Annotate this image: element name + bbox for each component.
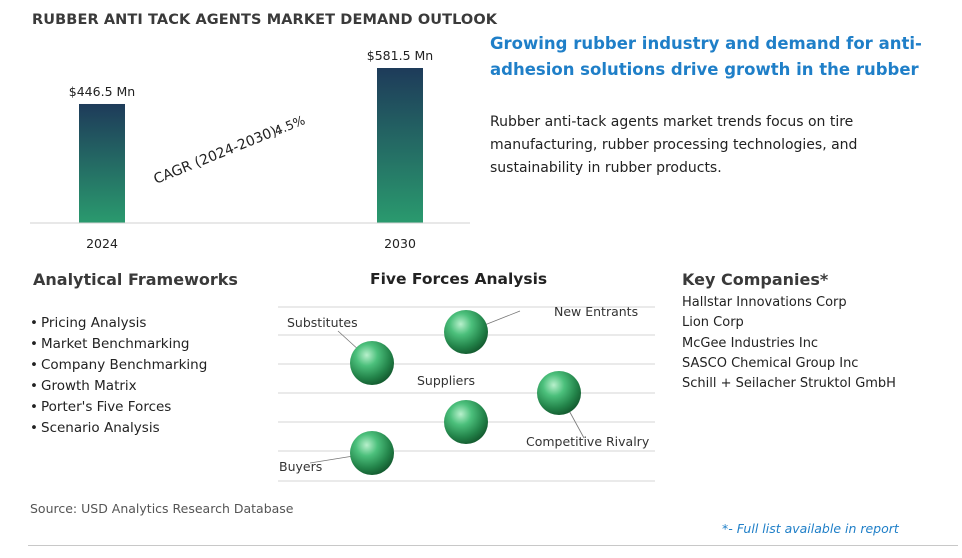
new-entrants-sphere-icon	[444, 310, 488, 354]
company-item: SASCO Chemical Group Inc	[682, 355, 859, 371]
bar-value-label: $581.5 Mn	[367, 48, 433, 63]
bullet-icon: •	[30, 420, 38, 436]
analytical-frameworks-list: • Pricing Analysis • Market Benchmarking •…	[30, 313, 207, 439]
bar-2030	[377, 68, 423, 223]
analytical-frameworks-title: Analytical Frameworks	[33, 270, 238, 289]
framework-label: Market Benchmarking	[41, 336, 190, 352]
bullet-icon: •	[30, 336, 38, 352]
substitutes-sphere-icon	[350, 341, 394, 385]
framework-label: Company Benchmarking	[41, 357, 208, 373]
suppliers-sphere-icon	[444, 400, 488, 444]
x-tick-label: 2024	[86, 236, 118, 251]
company-item: Hallstar Innovations Corp	[682, 295, 847, 310]
bullet-icon: •	[30, 399, 38, 415]
bullet-icon: •	[30, 378, 38, 394]
framework-label: Growth Matrix	[41, 378, 137, 394]
force-label-new-entrants: New Entrants	[554, 304, 638, 319]
footnote: *- Full list available in report	[722, 521, 899, 536]
company-item: Schill + Seilacher Struktol GmbH	[682, 376, 896, 392]
force-label-competitive-rivalry: Competitive Rivalry	[526, 434, 650, 449]
list-item: • Market Benchmarking	[30, 334, 207, 355]
framework-label: Scenario Analysis	[41, 420, 160, 436]
bar-value-label: $446.5 Mn	[69, 84, 135, 99]
source-note: Source: USD Analytics Research Database	[30, 501, 294, 516]
headline: Growing rubber industry and demand for a…	[490, 34, 922, 79]
key-companies-list: Hallstar Innovations Corp Lion Corp McGe…	[682, 293, 896, 394]
company-item: McGee Industries Inc	[682, 335, 819, 351]
force-label-substitutes: Substitutes	[287, 315, 358, 330]
framework-label: Porter's Five Forces	[41, 399, 172, 415]
competitive-rivalry-sphere-icon	[537, 371, 581, 415]
bullet-icon: •	[30, 315, 38, 331]
bullet-icon: •	[30, 357, 38, 373]
force-label-suppliers: Suppliers	[417, 373, 475, 388]
bottom-divider	[28, 545, 958, 546]
framework-label: Pricing Analysis	[41, 315, 147, 331]
list-item: • Company Benchmarking	[30, 355, 207, 376]
company-item: Lion Corp	[682, 315, 744, 331]
five-forces-title: Five Forces Analysis	[370, 270, 548, 288]
force-label-buyers: Buyers	[279, 459, 322, 474]
key-companies-title: Key Companies*	[682, 270, 829, 289]
list-item: • Scenario Analysis	[30, 418, 207, 439]
list-item: • Pricing Analysis	[30, 313, 207, 334]
x-tick-label: 2030	[384, 236, 416, 251]
buyers-sphere-icon	[350, 431, 394, 475]
chart-title: RUBBER ANTI TACK AGENTS MARKET DEMAND OU…	[32, 12, 498, 28]
list-item: • Growth Matrix	[30, 376, 207, 397]
list-item: • Porter's Five Forces	[30, 397, 207, 418]
summary-text: Rubber anti-tack agents market trends fo…	[490, 114, 858, 176]
bar-2024	[79, 103, 125, 223]
